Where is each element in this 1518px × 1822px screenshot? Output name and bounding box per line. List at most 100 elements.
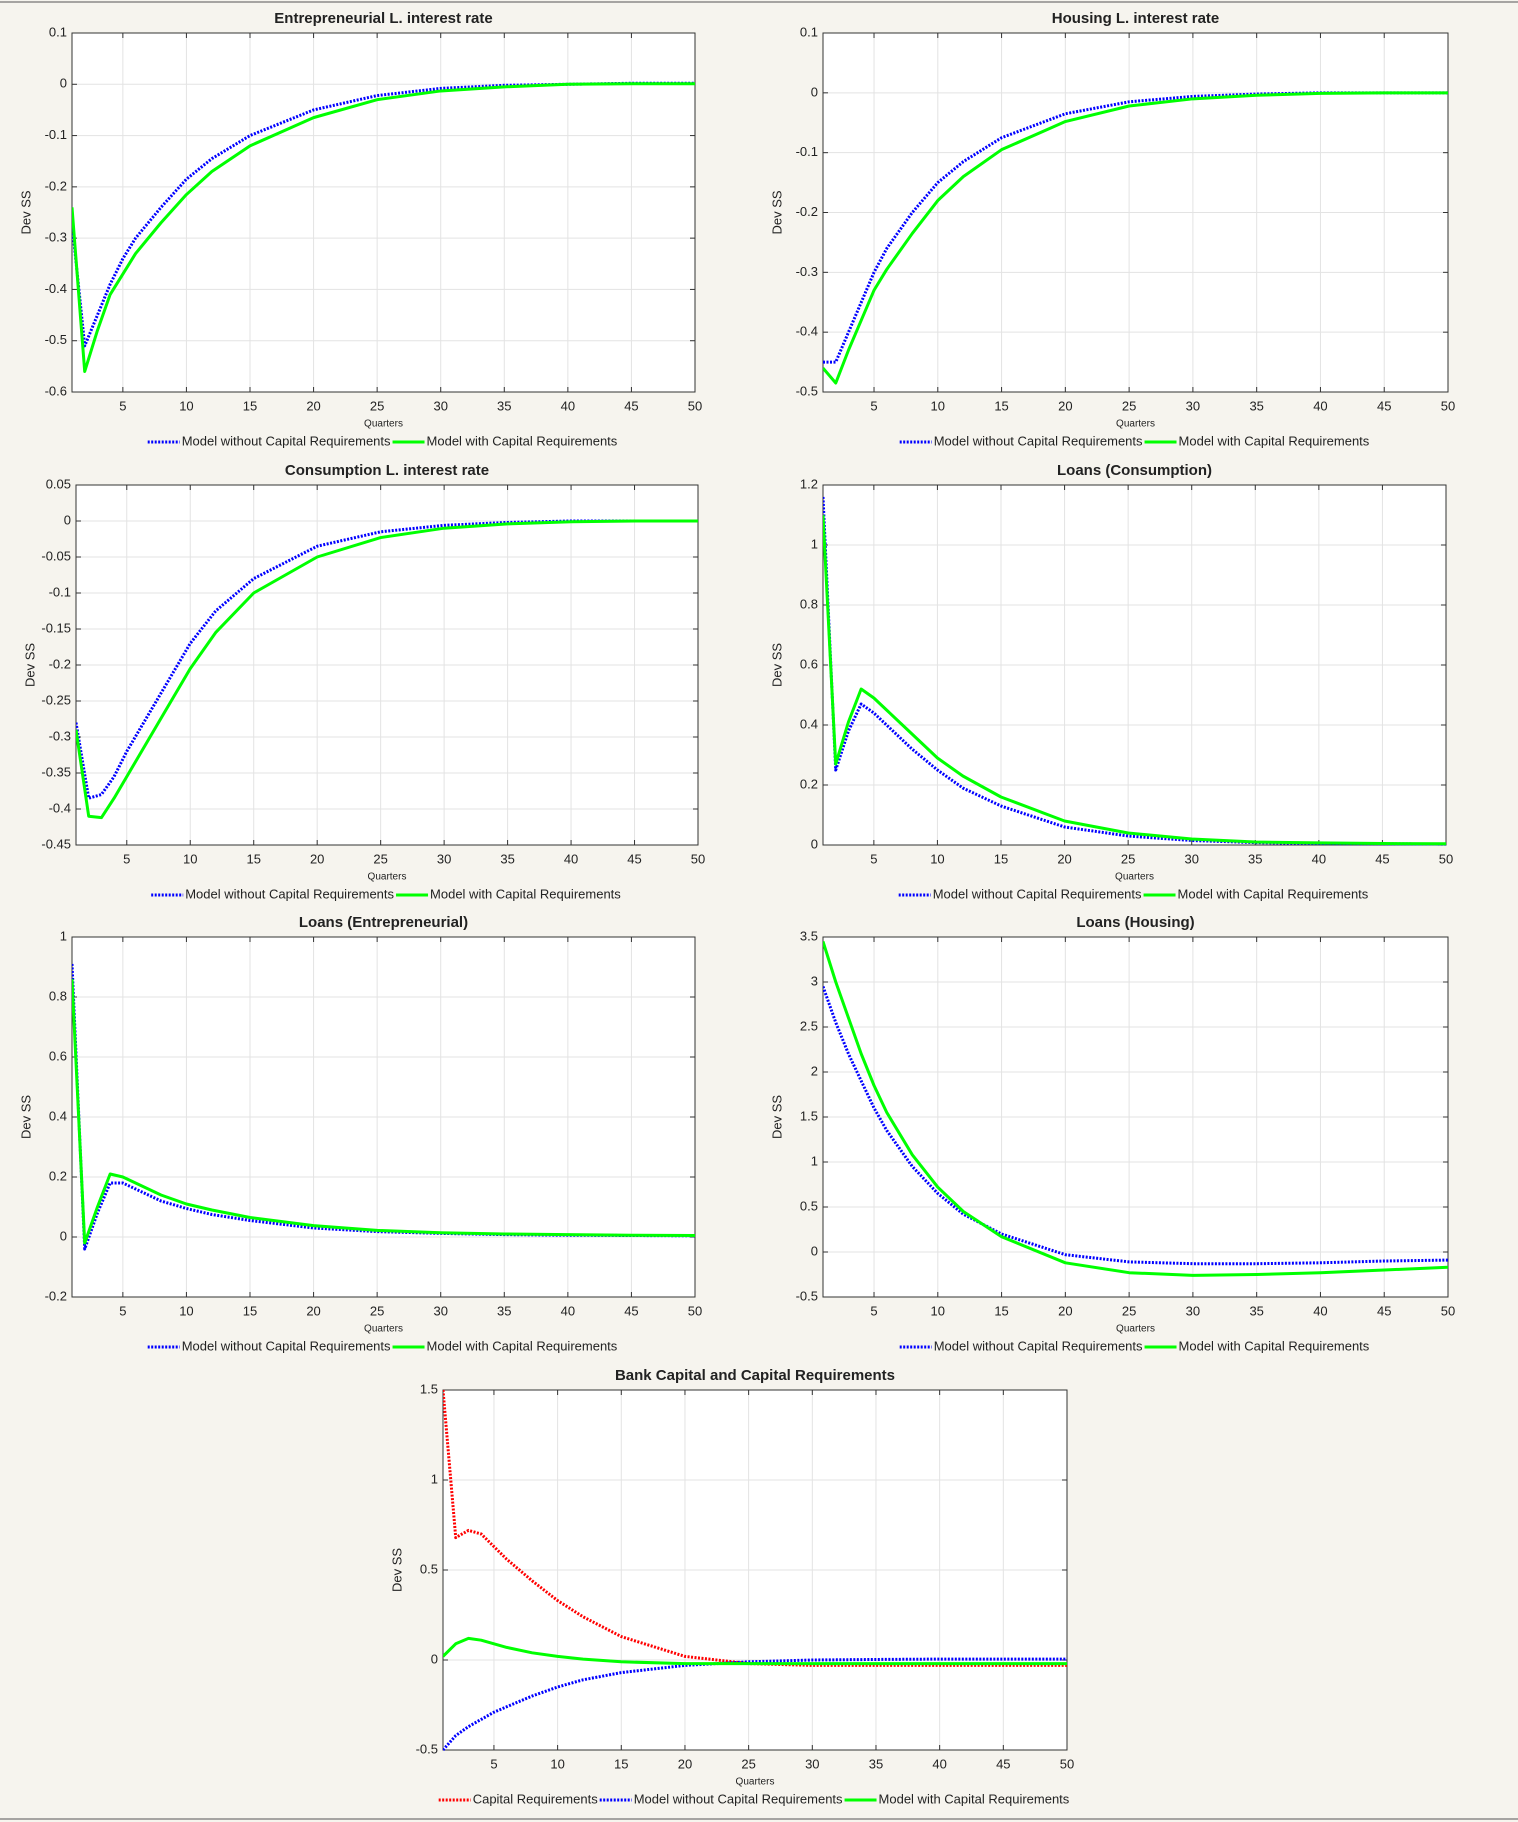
x-tick-label: 40 xyxy=(1313,398,1327,413)
legend: Model without Capital Requirements Model … xyxy=(898,886,1369,901)
y-tick-label: 1 xyxy=(60,928,67,943)
x-tick-label: 10 xyxy=(179,1303,193,1318)
legend-label: Model without Capital Requirements xyxy=(933,886,1142,901)
y-axis-label: Dev SS xyxy=(18,1095,33,1139)
x-tick-label: 15 xyxy=(246,851,260,866)
x-tick-label: 15 xyxy=(994,1303,1008,1318)
plot-frame xyxy=(75,484,699,846)
y-tick-label: -0.3 xyxy=(796,264,818,279)
plot-frame xyxy=(822,484,1447,846)
legend-label: Model without Capital Requirements xyxy=(934,433,1143,448)
x-tick-label: 40 xyxy=(564,851,578,866)
y-tick-label: -0.4 xyxy=(49,800,71,815)
y-tick-label: 0 xyxy=(64,512,71,527)
y-tick-label: 1 xyxy=(431,1471,438,1486)
x-tick-label: 20 xyxy=(306,398,320,413)
x-tick-label: 30 xyxy=(433,1303,447,1318)
legend: Model without Capital Requirements Model … xyxy=(147,433,618,448)
x-tick-label: 30 xyxy=(433,398,447,413)
x-tick-label: 20 xyxy=(310,851,324,866)
y-axis-label: Dev SS xyxy=(22,643,37,687)
y-tick-label: -0.1 xyxy=(49,584,71,599)
x-tick-label: 5 xyxy=(870,851,877,866)
x-tick-label: 5 xyxy=(490,1756,497,1771)
y-tick-label: 0.2 xyxy=(800,776,818,791)
x-axis-label: Quarters xyxy=(1115,872,1154,883)
y-tick-label: 0.4 xyxy=(800,716,818,731)
plot-frame xyxy=(71,936,696,1298)
y-tick-label: 3.5 xyxy=(800,928,818,943)
plot-frame xyxy=(822,32,1449,393)
x-tick-label: 35 xyxy=(500,851,514,866)
y-tick-label: 0.8 xyxy=(49,988,67,1003)
x-tick-label: 30 xyxy=(437,851,451,866)
legend-label: Model without Capital Requirements xyxy=(182,433,391,448)
x-tick-label: 30 xyxy=(805,1756,819,1771)
x-tick-label: 40 xyxy=(932,1756,946,1771)
y-tick-label: 0.8 xyxy=(800,596,818,611)
y-tick-label: 1 xyxy=(811,536,818,551)
x-tick-label: 15 xyxy=(243,1303,257,1318)
y-axis-label: Dev SS xyxy=(769,190,784,234)
series-line xyxy=(72,82,695,373)
x-tick-label: 25 xyxy=(373,851,387,866)
y-axis-label: Dev SS xyxy=(769,643,784,687)
legend-label: Capital Requirements xyxy=(473,1791,599,1806)
x-tick-label: 35 xyxy=(1249,1303,1263,1318)
y-tick-label: 0 xyxy=(811,84,818,99)
x-tick-label: 20 xyxy=(306,1303,320,1318)
x-tick-label: 40 xyxy=(561,1303,575,1318)
y-tick-label: 0.6 xyxy=(49,1048,67,1063)
x-axis-label: Quarters xyxy=(1116,1324,1155,1335)
x-tick-label: 25 xyxy=(741,1756,755,1771)
x-tick-label: 15 xyxy=(614,1756,628,1771)
y-tick-label: -0.5 xyxy=(796,383,818,398)
x-tick-label: 30 xyxy=(1184,851,1198,866)
x-tick-label: 35 xyxy=(1248,851,1262,866)
x-tick-label: 50 xyxy=(691,851,705,866)
x-tick-label: 50 xyxy=(688,398,702,413)
x-axis-label: Quarters xyxy=(364,419,403,430)
x-tick-label: 10 xyxy=(183,851,197,866)
chart-title: Loans (Consumption) xyxy=(1057,462,1212,479)
y-axis-label: Dev SS xyxy=(389,1548,404,1592)
x-tick-label: 45 xyxy=(1375,851,1389,866)
y-axis-label: Dev SS xyxy=(769,1095,784,1139)
chart-title: Consumption L. interest rate xyxy=(285,462,489,479)
x-tick-label: 45 xyxy=(627,851,641,866)
y-tick-label: -0.5 xyxy=(416,1741,438,1756)
legend-label: Model with Capital Requirements xyxy=(1179,1338,1370,1353)
y-tick-label: 0.6 xyxy=(800,656,818,671)
y-tick-label: 0.4 xyxy=(49,1108,67,1123)
chart-title: Entrepreneurial L. interest rate xyxy=(274,10,492,27)
series-line xyxy=(72,978,695,1245)
series-line xyxy=(823,514,1446,846)
x-tick-label: 5 xyxy=(119,1303,126,1318)
y-tick-label: 0 xyxy=(60,1228,67,1243)
series-line xyxy=(443,1657,1067,1751)
x-tick-label: 20 xyxy=(1058,398,1072,413)
legend-label: Model with Capital Requirements xyxy=(1178,886,1369,901)
series-line xyxy=(823,941,1448,1277)
series-line xyxy=(443,1389,1067,1667)
x-tick-label: 35 xyxy=(497,1303,511,1318)
chart-title: Bank Capital and Capital Requirements xyxy=(615,1367,895,1384)
y-tick-label: 0 xyxy=(60,76,67,91)
y-tick-label: 0.2 xyxy=(49,1168,67,1183)
y-tick-label: -0.2 xyxy=(49,656,71,671)
y-tick-label: -0.5 xyxy=(796,1288,818,1303)
x-axis-label: Quarters xyxy=(368,872,407,883)
x-axis-label: Quarters xyxy=(364,1324,403,1335)
legend-label: Model with Capital Requirements xyxy=(427,433,618,448)
x-axis-label: Quarters xyxy=(736,1777,775,1788)
y-tick-label: 3 xyxy=(811,973,818,988)
x-tick-label: 35 xyxy=(497,398,511,413)
x-tick-label: 25 xyxy=(370,398,384,413)
y-tick-label: -0.5 xyxy=(45,332,67,347)
y-tick-label: -0.3 xyxy=(45,230,67,245)
x-tick-label: 50 xyxy=(1441,1303,1455,1318)
x-tick-label: 25 xyxy=(370,1303,384,1318)
x-tick-label: 5 xyxy=(870,398,877,413)
x-tick-label: 40 xyxy=(561,398,575,413)
y-tick-label: 1.2 xyxy=(800,476,818,491)
